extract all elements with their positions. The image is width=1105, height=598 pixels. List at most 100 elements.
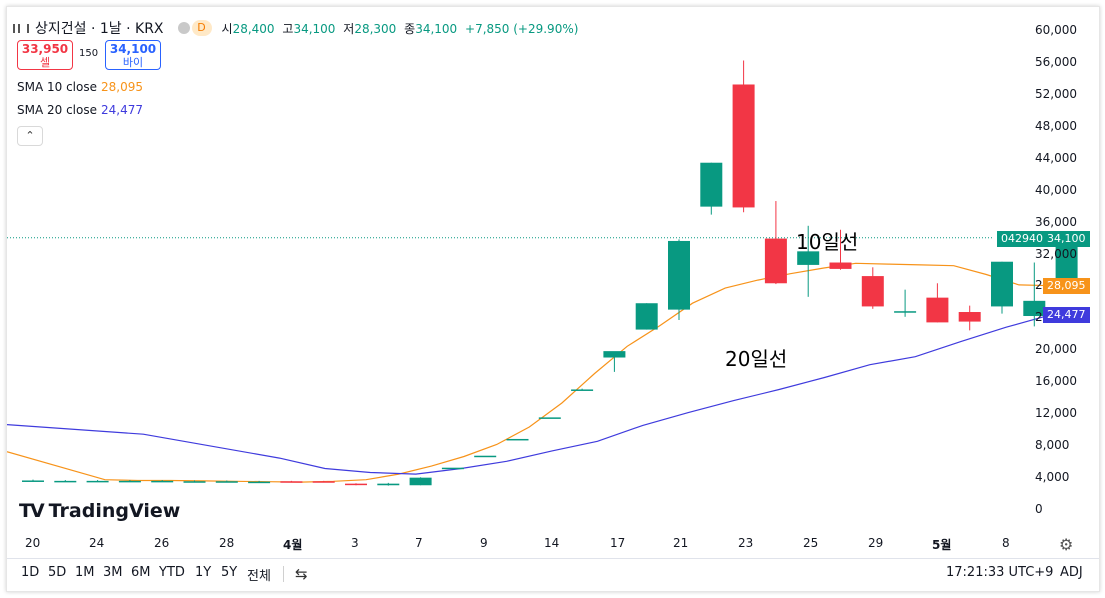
candle[interactable] xyxy=(991,261,1013,314)
candle[interactable] xyxy=(926,283,949,323)
candle-body xyxy=(441,467,464,470)
candle[interactable] xyxy=(861,267,884,309)
timeframe-button[interactable]: 1D xyxy=(21,565,40,580)
candle-body xyxy=(635,303,658,330)
tradingview-logo-icon: 𝗧𝗩 xyxy=(19,500,45,522)
candle-body xyxy=(151,480,174,483)
symbol-title[interactable]: 상지건설 · 1날 · KRX xyxy=(35,21,164,37)
adj-toggle[interactable]: ADJ xyxy=(1060,565,1083,580)
sma10-label: SMA 10 close xyxy=(17,80,97,94)
clock-time[interactable]: 17:21:33 UTC+9 xyxy=(946,565,1054,580)
logo-text: TradingView xyxy=(48,500,181,522)
price-tick-label: 48,000 xyxy=(1035,118,1077,133)
candle[interactable] xyxy=(248,480,271,484)
candle[interactable] xyxy=(829,229,852,270)
timeframe-button[interactable]: 전체 xyxy=(247,569,271,584)
candle[interactable] xyxy=(280,480,303,483)
candle[interactable] xyxy=(22,479,44,482)
candle-body xyxy=(894,311,917,313)
candle[interactable] xyxy=(409,477,432,486)
candle[interactable] xyxy=(894,289,917,317)
calendar-goto-icon[interactable]: ⇆ xyxy=(295,565,308,583)
date-tick-label: 3 xyxy=(351,536,359,550)
candle[interactable] xyxy=(506,438,529,441)
timeframe-button[interactable]: 5Y xyxy=(221,565,238,580)
candle-body xyxy=(86,480,109,483)
candle-body xyxy=(571,389,594,391)
candle[interactable] xyxy=(183,480,206,483)
candle-body xyxy=(926,297,949,323)
candle-body xyxy=(668,240,690,310)
candle[interactable] xyxy=(538,417,561,419)
price-chart[interactable] xyxy=(7,7,1099,557)
candle[interactable] xyxy=(635,303,658,330)
timeframe-button[interactable]: 1M xyxy=(75,565,95,580)
price-tick-label: 8,000 xyxy=(1035,438,1070,453)
candle[interactable] xyxy=(215,480,238,483)
candle-body xyxy=(22,480,44,482)
sma20-line[interactable] xyxy=(7,314,1052,475)
candle-body xyxy=(829,262,852,269)
candle-body xyxy=(409,477,432,486)
candle[interactable] xyxy=(797,225,820,297)
date-tick-label: 21 xyxy=(673,536,689,550)
candle[interactable] xyxy=(1023,262,1046,327)
sma10-line[interactable] xyxy=(7,262,1052,483)
candle-body xyxy=(538,417,561,419)
ohlc-values: 시28,400 고34,100 저28,300 종34,100 +7,850 (… xyxy=(222,20,579,37)
candle[interactable] xyxy=(312,480,335,483)
candle[interactable] xyxy=(86,480,109,483)
candle[interactable] xyxy=(118,480,141,483)
sell-button[interactable]: 33,950 셀 xyxy=(17,40,73,70)
ohlc-open-key: 시 xyxy=(221,21,233,36)
candle-body xyxy=(312,481,335,483)
candle[interactable] xyxy=(151,480,174,483)
candle[interactable] xyxy=(474,455,497,458)
sell-price: 33,950 xyxy=(21,42,69,56)
candle[interactable] xyxy=(345,483,367,486)
candle-body xyxy=(248,481,271,484)
timeframe-button[interactable]: 1Y xyxy=(195,565,212,580)
buy-button[interactable]: 34,100 바이 xyxy=(105,40,161,70)
candle[interactable] xyxy=(958,305,981,331)
price-tick-label: 60,000 xyxy=(1035,23,1077,37)
ohlc-close-key: 종 xyxy=(404,21,416,36)
sma20-legend[interactable]: SMA 20 close 24,477 xyxy=(17,103,143,117)
candle-body xyxy=(506,438,529,441)
candle-body xyxy=(861,276,884,307)
date-tick-label: 24 xyxy=(89,536,105,550)
timeframe-button[interactable]: 5D xyxy=(48,565,67,580)
tradingview-logo[interactable]: 𝗧𝗩 TradingView xyxy=(19,500,180,522)
candle[interactable] xyxy=(377,482,400,486)
timeframe-button[interactable]: 3M xyxy=(103,565,123,580)
sma20-label: SMA 20 close xyxy=(17,103,97,117)
chevron-up-icon[interactable]: ⌃ xyxy=(17,126,43,146)
sma10-legend[interactable]: SMA 10 close 28,095 xyxy=(17,80,143,94)
candle[interactable] xyxy=(571,388,594,391)
candle[interactable] xyxy=(732,60,755,213)
candle[interactable] xyxy=(668,239,690,320)
candle[interactable] xyxy=(700,162,723,215)
bar-chart-icon[interactable] xyxy=(13,23,29,33)
candle-body xyxy=(377,483,400,486)
settings-gear-icon[interactable]: ⚙ xyxy=(1059,535,1074,554)
sma20-annotation: 20일선 xyxy=(725,347,788,371)
price-tick-label: 16,000 xyxy=(1035,374,1077,389)
symbol-code-label: 042940 xyxy=(997,231,1047,247)
candle[interactable] xyxy=(603,351,626,372)
date-tick-label: 5월 xyxy=(932,538,952,552)
candle[interactable] xyxy=(441,467,464,470)
date-tick-label: 17 xyxy=(610,536,626,550)
candle[interactable] xyxy=(54,480,77,483)
date-tick-label: 14 xyxy=(544,536,560,550)
candle-body xyxy=(732,84,755,208)
chart-window: 상지건설 · 1날 · KRX D 시28,400 고34,100 저28,30… xyxy=(6,6,1100,592)
candle-body xyxy=(345,483,367,486)
timeframe-button[interactable]: 6M xyxy=(131,565,151,580)
date-tick-label: 26 xyxy=(154,536,170,550)
buy-price: 34,100 xyxy=(109,42,157,56)
timeframe-button[interactable]: YTD xyxy=(159,565,185,580)
candle[interactable] xyxy=(764,201,787,285)
candle-body xyxy=(764,238,787,284)
toolbar-separator xyxy=(283,566,284,582)
